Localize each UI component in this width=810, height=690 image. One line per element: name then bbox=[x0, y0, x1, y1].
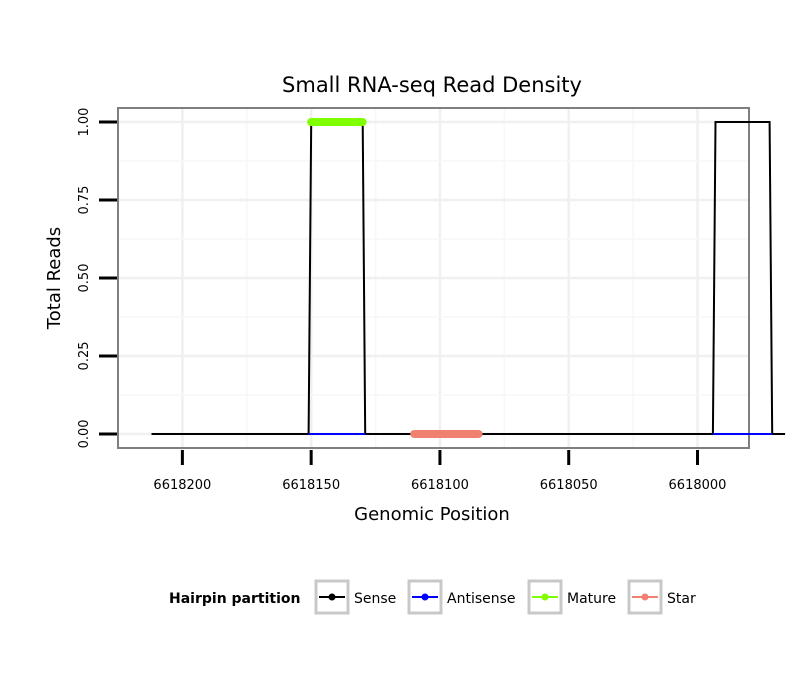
x-tick-label: 6618200 bbox=[153, 478, 211, 493]
axis-ticks bbox=[99, 120, 699, 465]
y-tick-label: 0.25 bbox=[77, 342, 92, 371]
y-axis-title: Total Reads bbox=[44, 227, 65, 330]
x-tick-label: 6618050 bbox=[540, 478, 598, 493]
legend-key-point bbox=[541, 593, 549, 601]
legend-label-star: Star bbox=[667, 591, 696, 607]
chart-title: Small RNA-seq Read Density bbox=[282, 73, 582, 97]
legend-label-sense: Sense bbox=[354, 591, 396, 607]
legend-title: Hairpin partition bbox=[169, 591, 300, 607]
y-tick-label: 0.00 bbox=[77, 419, 92, 448]
legend-key-point bbox=[421, 593, 429, 601]
x-tick-label: 6618000 bbox=[669, 478, 727, 493]
y-tick-label: 0.75 bbox=[77, 186, 92, 215]
legend-label-mature: Mature bbox=[567, 591, 616, 607]
x-tick-label: 6618150 bbox=[282, 478, 340, 493]
y-tick-label: 1.00 bbox=[77, 108, 92, 137]
legend-key-point bbox=[641, 593, 649, 601]
x-tick-label: 6618100 bbox=[411, 478, 469, 493]
series-sense-line bbox=[151, 121, 786, 435]
x-axis-title: Genomic Position bbox=[354, 504, 510, 525]
legend: Hairpin partition Sense Antisense Mature Sta… bbox=[169, 579, 696, 615]
legend-key-point bbox=[328, 593, 336, 601]
series-layer bbox=[151, 118, 786, 438]
y-tick-label: 0.50 bbox=[77, 264, 92, 293]
legend-label-antisense: Antisense bbox=[447, 591, 516, 607]
tick-labels: 6618200 6618150 6618100 6618050 6618000 0.00 0… bbox=[77, 108, 726, 493]
